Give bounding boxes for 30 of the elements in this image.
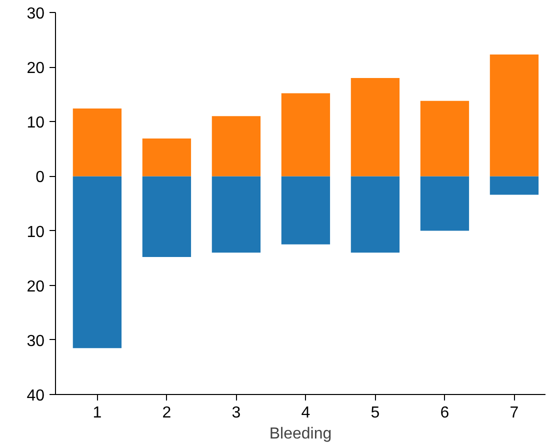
- bar: [350, 78, 400, 176]
- y-tick-label: 10: [26, 224, 45, 241]
- bar: [490, 54, 539, 176]
- bar: [490, 176, 539, 195]
- y-tick-label: 30: [26, 332, 45, 350]
- x-tick-label: 1: [92, 404, 102, 422]
- x-tick-label: 7: [510, 404, 519, 422]
- y-tick-label: 20: [26, 278, 45, 296]
- x-tick-label: 2: [162, 404, 172, 422]
- bar: [281, 176, 330, 244]
- bar: [420, 100, 470, 176]
- bar: [72, 176, 122, 348]
- bar: [142, 176, 192, 257]
- y-tick-label: 40: [26, 388, 45, 404]
- y-tick-label: 10: [26, 114, 45, 132]
- bar: [72, 108, 122, 176]
- bar: [281, 93, 330, 176]
- x-tick-label: 5: [370, 404, 380, 422]
- y-tick-label: 30: [26, 6, 45, 22]
- y-tick-label: 20: [26, 60, 45, 78]
- bar: [420, 176, 470, 231]
- bar: [212, 116, 261, 176]
- bar: [350, 176, 400, 253]
- bar: [142, 138, 192, 176]
- y-tick-label: 0: [36, 169, 45, 186]
- x-tick-label: 6: [440, 404, 450, 422]
- x-tick-label: 4: [301, 404, 310, 422]
- x-tick-label: 3: [232, 404, 241, 422]
- x-axis-title: Bleeding: [269, 426, 332, 442]
- bar: [212, 176, 261, 253]
